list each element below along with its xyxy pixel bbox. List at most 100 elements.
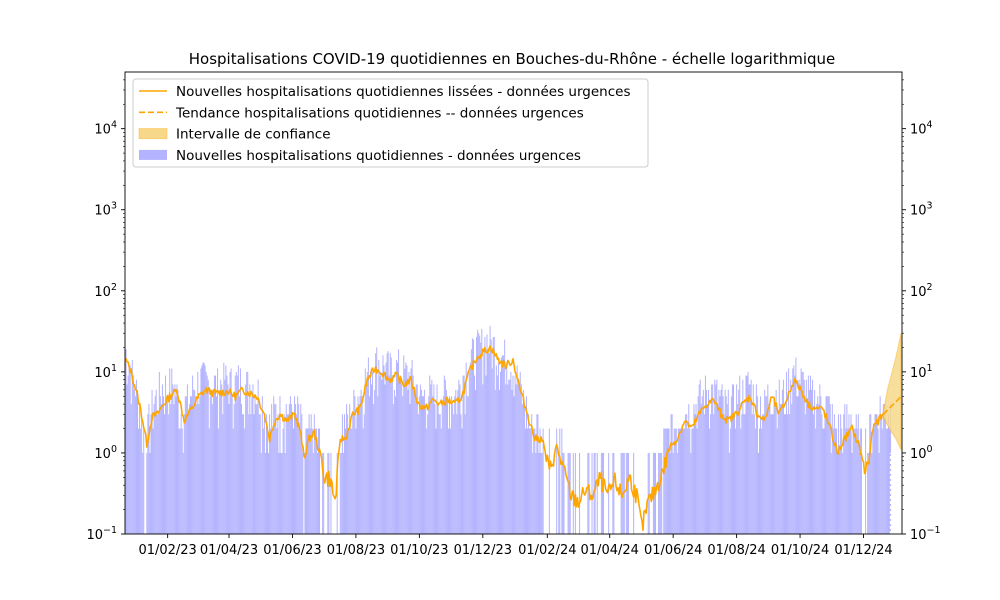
daily-bar [365,379,367,534]
daily-bar [667,428,669,534]
daily-bar [824,414,826,534]
daily-bar [627,452,629,534]
daily-bar [170,404,172,534]
daily-bar [172,384,174,534]
daily-bar [437,404,439,534]
daily-bar [854,428,856,534]
daily-bar [411,360,413,534]
daily-bar [135,379,137,534]
daily-bar [336,452,338,534]
daily-bar [454,396,456,534]
daily-bar [538,452,540,534]
daily-bar [361,396,363,534]
daily-bar [417,414,419,534]
daily-bar [744,414,746,534]
daily-bar [354,396,356,534]
daily-bar [168,414,170,534]
daily-bar [882,404,884,534]
daily-bar [319,428,321,534]
daily-bar [443,375,445,534]
daily-bar [772,414,774,534]
daily-bar [400,375,402,534]
daily-bar [341,414,343,534]
daily-bar [323,452,325,534]
daily-bar [802,371,804,534]
daily-bar [147,414,149,534]
daily-bar [480,342,482,534]
daily-bar [687,428,689,534]
daily-bar [130,404,132,534]
daily-bar [307,428,309,534]
daily-bar [476,336,478,534]
daily-bar [285,404,287,534]
daily-bar [182,452,184,534]
daily-bar [594,452,596,534]
daily-bar [879,396,881,534]
daily-bar [839,452,841,534]
daily-bar [458,379,460,534]
daily-bar [812,379,814,534]
x-tick-label: 01/08/24 [707,543,765,558]
daily-bar [394,396,396,534]
daily-bar [679,428,681,534]
daily-bar [308,414,310,534]
daily-bar [226,375,228,534]
daily-bar [780,404,782,534]
daily-bar [567,452,569,534]
daily-bar [758,428,760,534]
daily-bar [704,375,706,534]
daily-bar [418,396,420,534]
daily-bar [492,336,494,534]
y-tick-label: 10−1 [86,525,117,543]
daily-bar [153,404,155,534]
daily-bar [140,428,142,534]
daily-bar [423,396,425,534]
daily-bar [527,428,529,534]
daily-bar [199,396,201,534]
daily-bar [685,414,687,534]
daily-bar [169,368,171,534]
daily-bar [764,389,766,534]
daily-bar [514,375,516,534]
daily-bar [724,389,726,534]
daily-bar [228,404,230,534]
daily-bar [699,379,701,534]
daily-bar [203,362,205,534]
daily-bar [197,371,199,534]
daily-bar [410,368,412,534]
daily-bar [528,414,530,534]
daily-bar [867,452,869,534]
daily-bar [146,452,148,534]
daily-bar [301,414,303,534]
daily-bar [561,428,563,534]
daily-bar [202,362,204,534]
daily-bar [136,389,138,534]
daily-bar [517,384,519,534]
daily-bar [665,428,667,534]
daily-bar [201,365,203,534]
daily-bar [775,389,777,534]
daily-bar [814,389,816,534]
daily-bar [472,339,474,534]
daily-bar [493,336,495,534]
daily-bar [211,404,213,534]
daily-bar [833,414,835,534]
daily-bar [678,428,680,534]
daily-bar [753,414,755,534]
x-tick-label: 01/06/24 [644,543,702,558]
plot-frame [124,71,903,535]
daily-bar [716,379,718,534]
daily-bar [760,396,762,534]
daily-bar [529,428,531,534]
daily-bar [311,428,313,534]
daily-bar [254,396,256,534]
daily-bar [786,371,788,534]
daily-bar [233,404,235,534]
y-tick-label: 101 [910,363,933,381]
daily-bar [823,428,825,534]
daily-bar [494,389,496,534]
daily-bar [519,371,521,534]
daily-bar [762,414,764,534]
daily-bar [709,428,711,534]
daily-bar [173,404,175,534]
